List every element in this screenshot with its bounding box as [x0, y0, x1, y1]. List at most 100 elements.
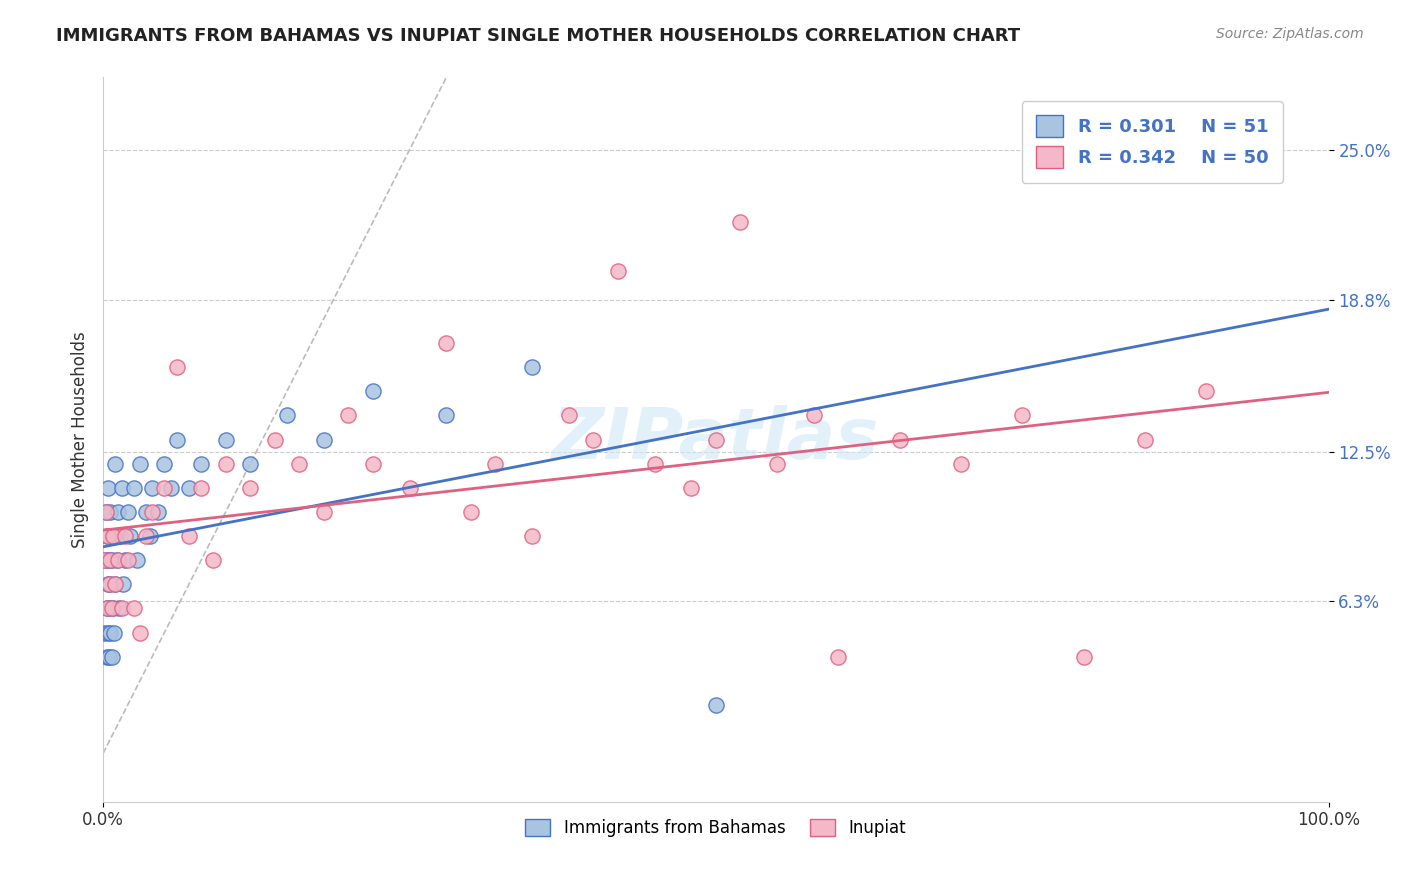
- Point: [100, 625, 122, 640]
- Point: [100, 577, 122, 591]
- Y-axis label: Single Mother Households: Single Mother Households: [72, 331, 89, 548]
- Point: [96, 601, 118, 615]
- Point: [101, 601, 124, 615]
- Point: [1195, 384, 1218, 399]
- Point: [98, 601, 121, 615]
- Point: [97, 625, 120, 640]
- Point: [127, 553, 149, 567]
- Point: [100, 505, 122, 519]
- Point: [104, 577, 127, 591]
- Point: [558, 409, 581, 423]
- Point: [103, 625, 125, 640]
- Point: [166, 433, 188, 447]
- Point: [100, 649, 122, 664]
- Point: [111, 577, 134, 591]
- Point: [949, 457, 972, 471]
- Point: [704, 698, 727, 712]
- Point: [361, 457, 384, 471]
- Text: IMMIGRANTS FROM BAHAMAS VS INUPIAT SINGLE MOTHER HOUSEHOLDS CORRELATION CHART: IMMIGRANTS FROM BAHAMAS VS INUPIAT SINGL…: [56, 27, 1021, 45]
- Point: [239, 481, 262, 495]
- Point: [766, 457, 789, 471]
- Point: [105, 553, 128, 567]
- Point: [94, 505, 117, 519]
- Point: [94, 505, 117, 519]
- Point: [108, 601, 131, 615]
- Point: [1011, 409, 1033, 423]
- Point: [434, 409, 457, 423]
- Point: [93, 553, 115, 567]
- Point: [101, 529, 124, 543]
- Point: [101, 529, 124, 543]
- Point: [94, 553, 117, 567]
- Point: [138, 529, 160, 543]
- Point: [93, 625, 115, 640]
- Point: [681, 481, 703, 495]
- Point: [1073, 649, 1095, 664]
- Point: [128, 457, 150, 471]
- Point: [215, 433, 238, 447]
- Point: [153, 457, 176, 471]
- Point: [107, 553, 129, 567]
- Point: [1133, 433, 1156, 447]
- Point: [190, 457, 212, 471]
- Point: [288, 457, 311, 471]
- Point: [484, 457, 506, 471]
- Point: [100, 553, 122, 567]
- Point: [148, 505, 170, 519]
- Point: [803, 409, 825, 423]
- Text: Source: ZipAtlas.com: Source: ZipAtlas.com: [1216, 27, 1364, 41]
- Point: [606, 263, 628, 277]
- Point: [141, 505, 163, 519]
- Point: [117, 553, 139, 567]
- Point: [114, 553, 136, 567]
- Point: [190, 481, 212, 495]
- Point: [96, 601, 118, 615]
- Point: [141, 481, 163, 495]
- Point: [120, 529, 142, 543]
- Point: [239, 457, 262, 471]
- Point: [460, 505, 482, 519]
- Point: [337, 409, 360, 423]
- Point: [582, 433, 605, 447]
- Point: [704, 433, 727, 447]
- Text: ZIPatlas: ZIPatlas: [553, 405, 880, 474]
- Point: [104, 577, 127, 591]
- Point: [96, 529, 118, 543]
- Point: [215, 457, 238, 471]
- Point: [110, 481, 132, 495]
- Point: [520, 360, 543, 375]
- Point: [110, 601, 132, 615]
- Point: [159, 481, 181, 495]
- Legend: Immigrants from Bahamas, Inupiat: Immigrants from Bahamas, Inupiat: [519, 813, 912, 844]
- Point: [128, 625, 150, 640]
- Point: [312, 505, 335, 519]
- Point: [202, 553, 225, 567]
- Point: [434, 335, 457, 350]
- Point: [889, 433, 911, 447]
- Point: [122, 601, 145, 615]
- Point: [166, 360, 188, 375]
- Point: [114, 529, 136, 543]
- Point: [312, 433, 335, 447]
- Point: [263, 433, 285, 447]
- Point: [276, 409, 298, 423]
- Point: [117, 505, 139, 519]
- Point: [153, 481, 176, 495]
- Point: [96, 649, 118, 664]
- Point: [98, 649, 121, 664]
- Point: [135, 529, 157, 543]
- Point: [97, 529, 120, 543]
- Point: [644, 457, 666, 471]
- Point: [104, 457, 127, 471]
- Point: [98, 553, 121, 567]
- Point: [98, 577, 121, 591]
- Point: [827, 649, 849, 664]
- Point: [361, 384, 384, 399]
- Point: [107, 505, 129, 519]
- Point: [177, 529, 200, 543]
- Point: [100, 553, 122, 567]
- Point: [398, 481, 420, 495]
- Point: [730, 215, 752, 229]
- Point: [520, 529, 543, 543]
- Point: [177, 481, 200, 495]
